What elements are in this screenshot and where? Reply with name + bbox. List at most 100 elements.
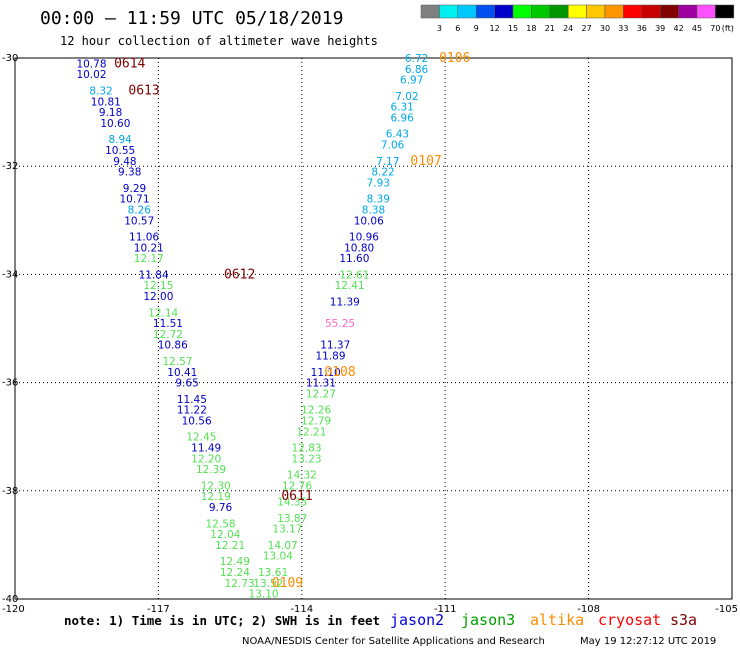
wave-height-value: 12.24 [220, 567, 250, 579]
wave-height-value: 9.38 [118, 167, 141, 179]
pass-label: 0612 [224, 267, 255, 282]
color-scale-label: 18 [526, 24, 536, 33]
color-swatch [567, 4, 587, 19]
color-swatch [696, 4, 716, 19]
wave-height-value: 11.10 [311, 367, 341, 379]
color-swatch [475, 4, 495, 19]
wave-height-value: 14.07 [268, 540, 298, 552]
wave-height-value: 10.56 [182, 415, 212, 427]
pass-label: 0613 [128, 83, 159, 98]
color-scale-label: 24 [563, 24, 573, 33]
wave-height-value: 9.18 [99, 107, 122, 119]
satellite-legend: jason2 jason3 altika cryosat s3a [390, 611, 697, 629]
wave-height-value: 12.27 [306, 388, 336, 400]
wave-height-value: 12.41 [335, 280, 365, 292]
wave-height-value: 13.87 [277, 513, 307, 525]
wave-height-value: 6.31 [390, 102, 413, 114]
wave-height-value: 12.26 [301, 405, 331, 417]
color-scale-label: 30 [600, 24, 610, 33]
wave-height-value: 11.51 [153, 318, 183, 330]
color-swatch [457, 4, 477, 19]
pass-label: 0611 [281, 489, 312, 504]
wave-height-value: 12.76 [282, 480, 312, 492]
lat-tick-label: -30 [2, 53, 18, 64]
wave-height-value: 9.29 [123, 183, 146, 195]
wave-height-value: 12.30 [201, 480, 231, 492]
color-swatch [586, 4, 606, 19]
pass-label: 0614 [114, 56, 145, 71]
color-scale-legend: 3 6 9 12 15 18 21 24 27 30 33 36 39 42 45 70 (ft) [420, 4, 735, 33]
wave-height-value: 10.96 [349, 232, 379, 244]
lat-tick-label: -32 [2, 161, 18, 172]
wave-height-value: 6.43 [386, 129, 409, 141]
lat-tick-label: -40 [2, 594, 18, 605]
wave-height-value: 10.60 [100, 118, 130, 130]
color-scale-label: 15 [508, 24, 518, 33]
wave-height-value: 10.78 [76, 58, 106, 70]
wave-height-value: 7.06 [381, 140, 405, 152]
wave-height-value: 10.57 [124, 215, 154, 227]
map-title: 00:00 – 11:59 UTC 05/18/2019 [40, 8, 343, 29]
wave-height-value: 11.31 [306, 378, 336, 390]
wave-height-value: 8.26 [128, 204, 152, 216]
credit-line: NOAA/NESDIS Center for Satellite Applica… [242, 636, 545, 647]
wave-height-value: 13.10 [249, 589, 279, 601]
color-swatch [715, 4, 735, 19]
wave-height-value: 12.14 [148, 307, 178, 319]
color-scale-label: 42 [674, 24, 684, 33]
legend-entry-s3a: s3a [670, 611, 697, 629]
wave-height-value: 10.55 [105, 145, 135, 157]
pass-label: 0109 [272, 576, 303, 591]
wave-height-value: 13.23 [292, 453, 322, 465]
color-swatch [641, 4, 661, 19]
wave-height-value: 7.93 [367, 177, 390, 189]
wave-height-value: 10.06 [354, 215, 384, 227]
wave-height-value: 11.89 [315, 351, 345, 363]
pass-label: 0106 [439, 51, 470, 66]
lat-tick-label: -38 [2, 486, 18, 497]
lon-tick-label: -117 [147, 604, 170, 615]
wave-height-value: 12.61 [339, 269, 369, 281]
color-scale-label: 39 [655, 24, 665, 33]
wave-height-value: 12.57 [162, 356, 192, 368]
wave-height-value: 13.17 [272, 524, 302, 536]
color-scale-label: 6 [455, 24, 460, 33]
wave-height-value: 9.76 [209, 502, 233, 514]
color-swatch [623, 4, 643, 19]
lon-tick-label: -108 [577, 604, 600, 615]
wave-height-value: 8.22 [371, 167, 394, 179]
wave-height-value: 12.83 [292, 443, 322, 455]
wave-height-value: 10.86 [158, 340, 188, 352]
wave-height-value: 11.39 [330, 296, 360, 308]
color-swatch [494, 4, 514, 19]
wave-height-value: 10.81 [91, 96, 121, 108]
color-swatch [531, 4, 551, 19]
wave-height-value: 11.84 [139, 269, 169, 281]
color-scale-label: 36 [637, 24, 647, 33]
wave-height-value: 6.96 [390, 113, 414, 125]
color-scale-label: 12 [490, 24, 500, 33]
wave-height-value: 12.19 [201, 491, 231, 503]
color-scale-unit: (ft) [722, 24, 734, 33]
wave-height-value: 14.32 [287, 470, 317, 482]
wave-height-value: 12.20 [191, 453, 221, 465]
wave-height-value: 14.35 [277, 497, 307, 509]
wave-height-value: 12.39 [196, 464, 226, 476]
timestamp: May 19 12:27:12 UTC 2019 [580, 636, 716, 647]
wave-height-value: 9.65 [175, 378, 198, 390]
legend-entry-jason2: jason2 [390, 611, 444, 629]
wave-height-value: 8.94 [108, 134, 132, 146]
lon-tick-label: -111 [434, 604, 457, 615]
color-scale-label: 3 [437, 24, 442, 33]
plot-frame [14, 57, 733, 600]
color-scale-label: 27 [582, 24, 592, 33]
color-swatch [512, 4, 532, 19]
color-scale-label: 21 [545, 24, 555, 33]
color-swatch [604, 4, 624, 19]
pass-label: 0107 [410, 154, 441, 169]
wave-height-value: 6.72 [405, 53, 428, 65]
wave-height-value: 13.52 [253, 578, 283, 590]
color-swatch [549, 4, 569, 19]
